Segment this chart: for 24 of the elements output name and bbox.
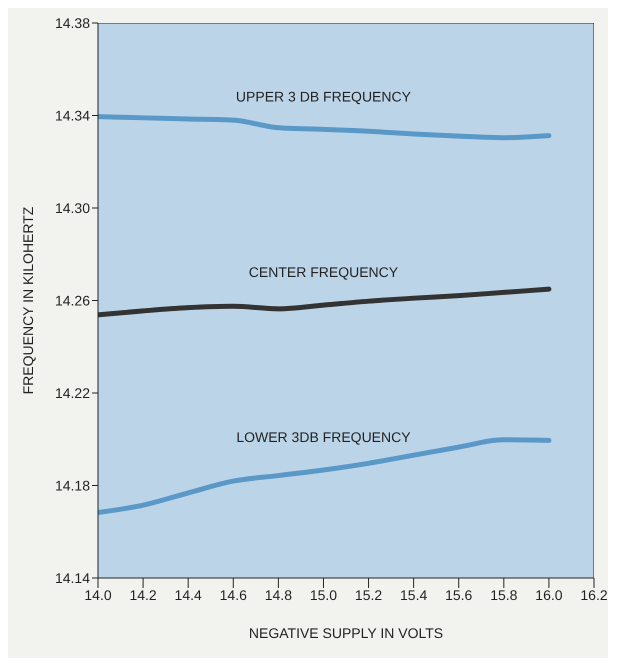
x-tick-label: 14.2 xyxy=(129,586,157,603)
y-axis-title: FREQUENCY IN KILOHERTZ xyxy=(20,206,36,394)
x-tick-label: 14.0 xyxy=(84,586,112,603)
x-tick-label: 16.2 xyxy=(580,586,608,603)
x-tick-label: 15.4 xyxy=(400,586,428,603)
x-tick-label: 15.8 xyxy=(490,586,518,603)
x-tick-label: 16.0 xyxy=(535,586,563,603)
y-tick-label: 14.26 xyxy=(54,292,90,308)
x-tick-label: 15.6 xyxy=(445,586,473,603)
series-label: UPPER 3 DB FREQUENCY xyxy=(236,88,412,104)
x-tick-label: 15.0 xyxy=(310,586,338,603)
x-tick-label: 15.2 xyxy=(354,586,382,603)
series-label: LOWER 3DB FREQUENCY xyxy=(236,429,412,446)
x-axis-title: NEGATIVE SUPPLY IN VOLTS xyxy=(248,625,444,641)
y-tick-label: 14.34 xyxy=(54,107,90,124)
x-tick-label: 14.8 xyxy=(264,586,292,603)
y-tick-label: 14.14 xyxy=(54,570,90,586)
y-tick-label: 14.30 xyxy=(54,200,90,216)
y-tick-label: 14.22 xyxy=(54,384,90,401)
y-tick-label: 14.38 xyxy=(54,14,90,31)
x-tick-label: 14.6 xyxy=(220,586,248,603)
x-tick-label: 14.4 xyxy=(174,586,202,603)
series-label: CENTER FREQUENCY xyxy=(248,264,399,280)
y-tick-label: 14.18 xyxy=(54,477,90,494)
